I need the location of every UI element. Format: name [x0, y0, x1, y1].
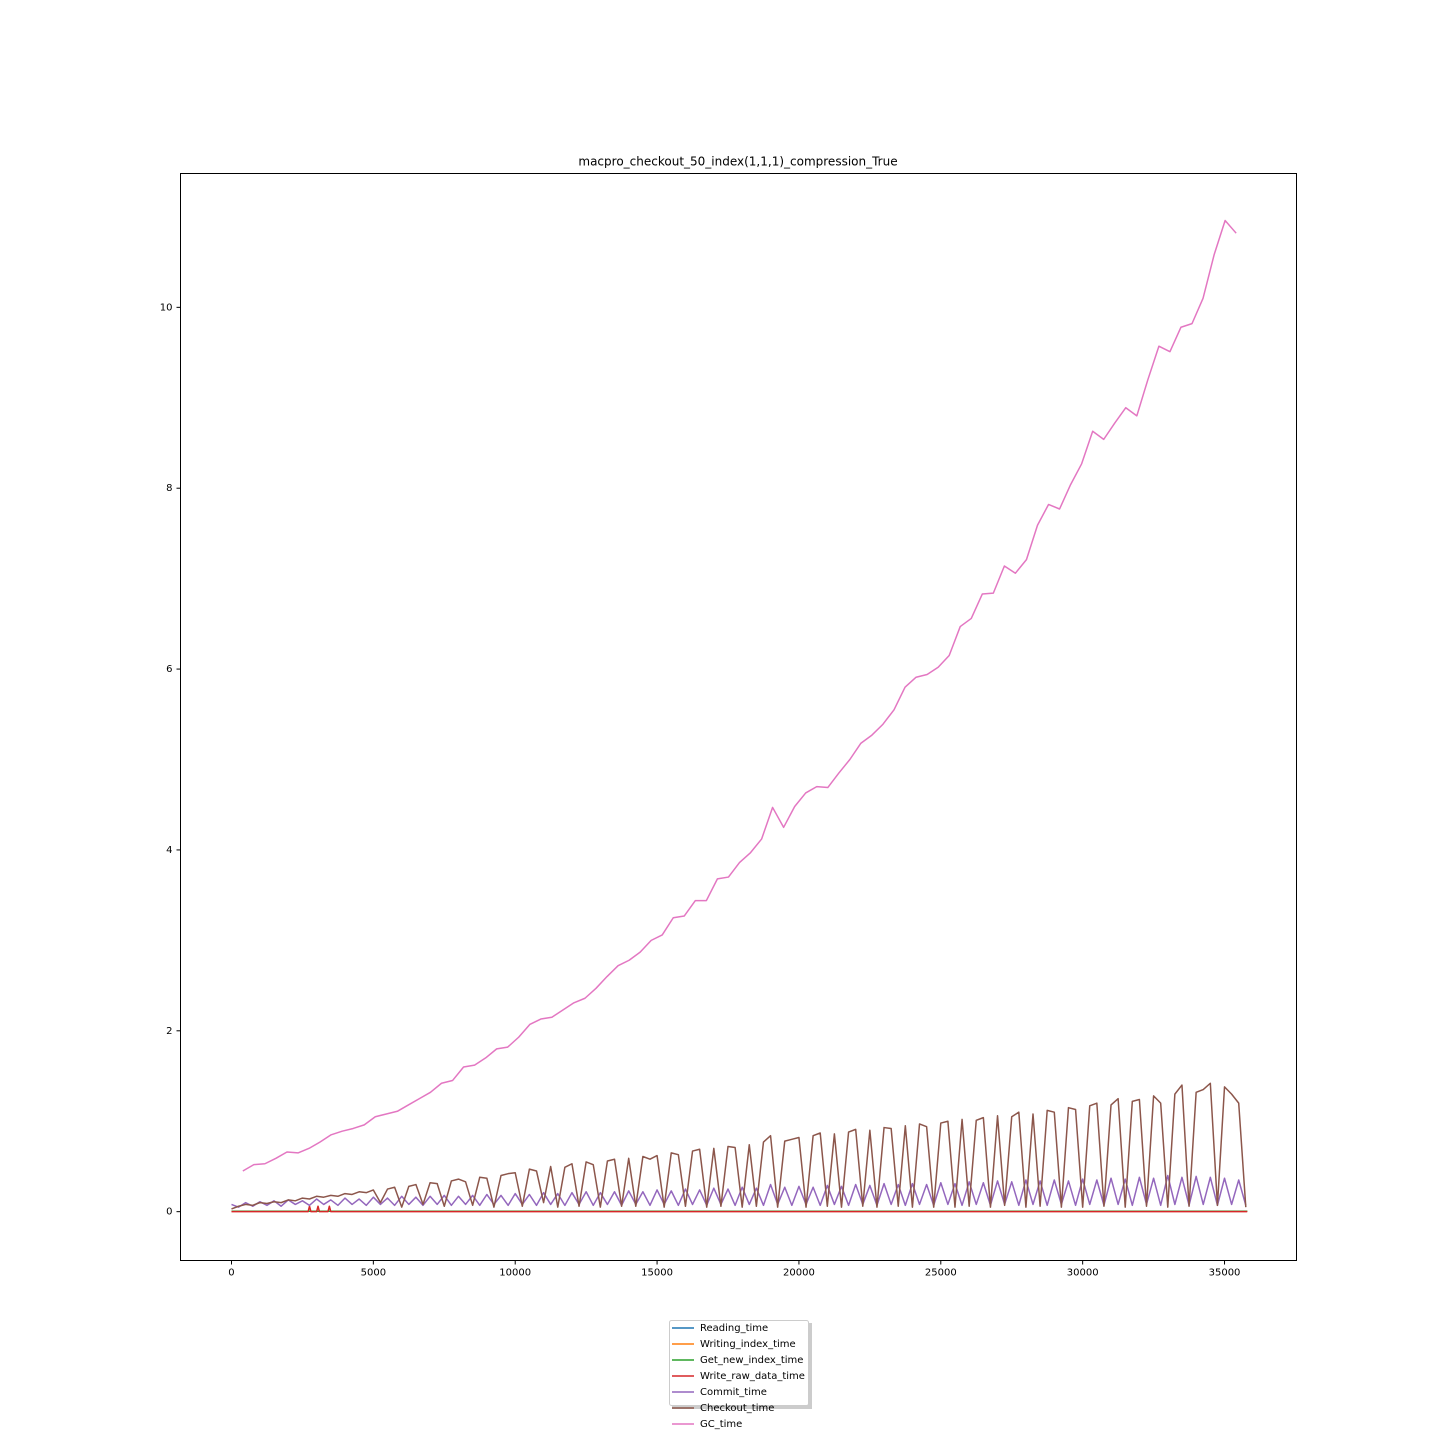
x-tick-label: 30000 — [1067, 1268, 1099, 1279]
legend-label: Write_raw_data_time — [700, 1371, 805, 1382]
series-line — [231, 1082, 1247, 1210]
legend-box — [669, 1320, 809, 1406]
legend-label: GC_time — [700, 1419, 742, 1430]
x-tick-label: 25000 — [925, 1268, 957, 1279]
axes-frame — [180, 173, 1297, 1261]
chart-title: macpro_checkout_50_index(1,1,1)_compress… — [578, 155, 897, 169]
legend-label: Reading_time — [700, 1323, 768, 1334]
x-tick-label: 35000 — [1209, 1268, 1241, 1279]
x-tick-label: 0 — [228, 1268, 234, 1279]
y-tick-label: 10 — [160, 302, 173, 313]
x-tick-label: 15000 — [641, 1268, 673, 1279]
legend-label: Checkout_time — [700, 1403, 774, 1414]
series-line — [231, 1205, 1248, 1213]
x-tick-label: 20000 — [783, 1268, 815, 1279]
y-tick-label: 0 — [166, 1207, 172, 1218]
series-line — [231, 1174, 1247, 1208]
x-tick-label: 10000 — [499, 1268, 531, 1279]
legend-label: Writing_index_time — [700, 1339, 796, 1350]
y-tick-label: 2 — [166, 1026, 172, 1037]
legend: Reading_time Writing_index_time Get_new_in… — [669, 1320, 812, 1430]
y-tick-label: 6 — [166, 664, 172, 675]
series-line — [242, 219, 1237, 1172]
plot-area — [231, 219, 1248, 1213]
legend-label: Commit_time — [700, 1387, 767, 1398]
legend-label: Get_new_index_time — [700, 1355, 803, 1366]
y-tick-label: 8 — [166, 483, 172, 494]
x-tick-label: 5000 — [361, 1268, 386, 1279]
y-tick-label: 4 — [166, 845, 172, 856]
